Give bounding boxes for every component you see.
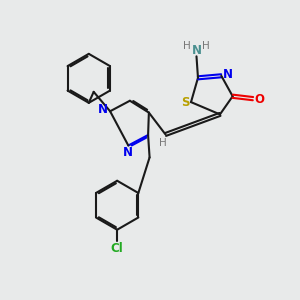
- Text: O: O: [254, 93, 265, 106]
- Text: N: N: [191, 44, 202, 57]
- Text: N: N: [223, 68, 233, 81]
- Text: S: S: [182, 96, 190, 109]
- Text: H: H: [159, 138, 167, 148]
- Text: N: N: [123, 146, 133, 160]
- Text: Cl: Cl: [111, 242, 124, 255]
- Text: N: N: [98, 103, 108, 116]
- Text: H: H: [202, 41, 209, 51]
- Text: H: H: [183, 41, 191, 51]
